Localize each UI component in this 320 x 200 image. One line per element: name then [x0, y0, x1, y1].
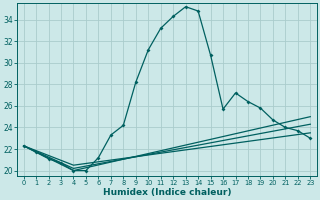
X-axis label: Humidex (Indice chaleur): Humidex (Indice chaleur) — [103, 188, 231, 197]
